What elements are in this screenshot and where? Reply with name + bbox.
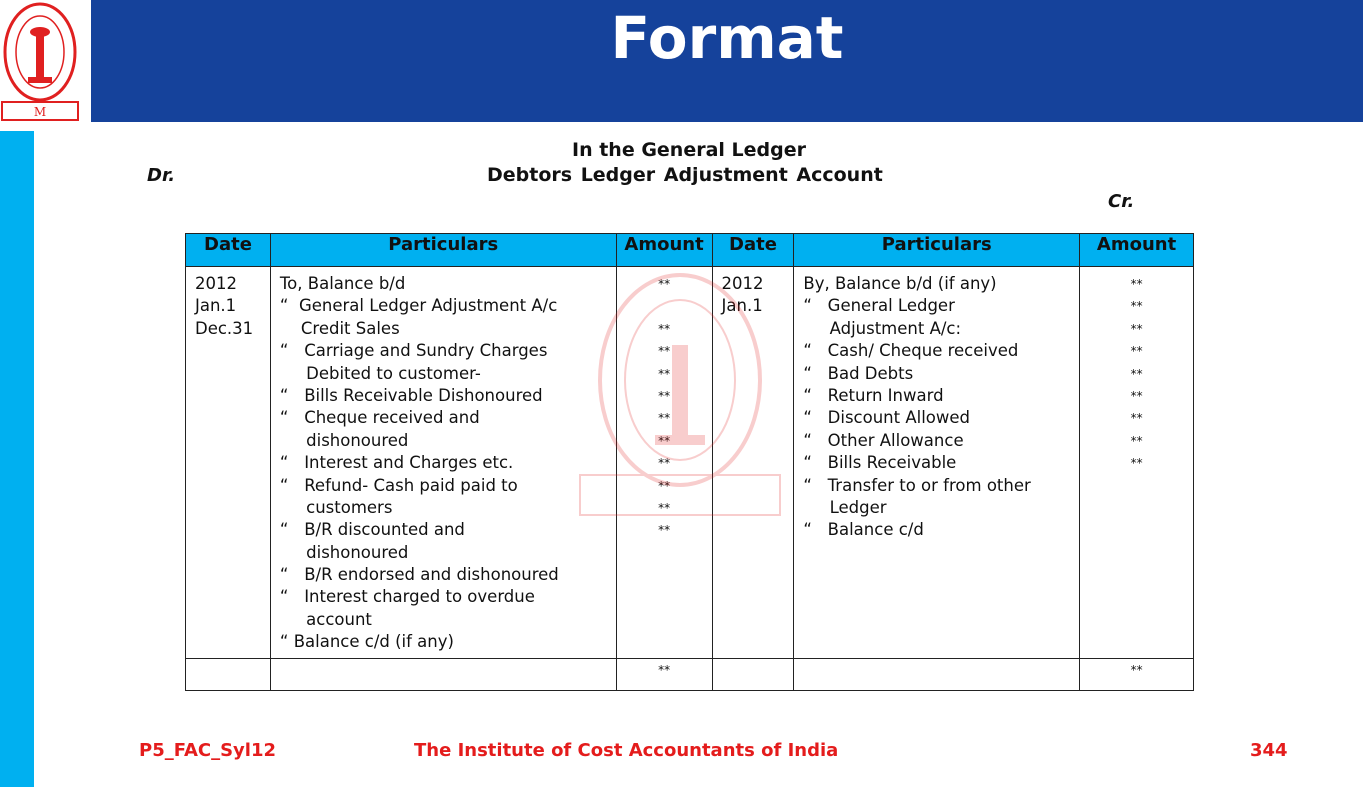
line-item: **	[658, 344, 671, 359]
line-item: 2012	[721, 274, 764, 293]
dr-label: Dr.	[147, 165, 176, 186]
line-item: Adjustment A/c:	[803, 318, 962, 338]
footer-institute: The Institute of Cost Accountants of Ind…	[414, 740, 839, 761]
line-item: “ Bills Receivable Dishonoured	[279, 385, 543, 405]
line-item: “ Carriage and Sundry Charges	[279, 341, 548, 361]
line-item: “ Bad Debts	[803, 363, 914, 383]
line-item: “ Cash/ Cheque received	[803, 341, 1019, 361]
line-item: Jan.1	[721, 296, 763, 316]
line-item: By, Balance b/d (if any)	[803, 274, 997, 293]
line-item: To, Balance b/d	[279, 274, 406, 293]
cr-dates: 2012 Jan.1	[711, 266, 795, 659]
line-item: dishonoured	[279, 542, 409, 562]
ledger-heading: In the General Ledger	[572, 139, 806, 161]
cr-amounts: ** ** ** ** ** ** ** ** **	[1079, 266, 1194, 659]
line-item: “ Interest and Charges etc.	[279, 453, 514, 473]
dr-particulars: To, Balance b/d “ General Ledger Adjustme…	[269, 266, 617, 659]
line-item: “ Transfer to or from other	[803, 475, 1031, 495]
line-item: 2012	[195, 274, 237, 293]
dr-dates: 2012 Jan.1 Dec.31	[185, 266, 271, 659]
svg-text:M: M	[34, 105, 46, 119]
line-item: “ Discount Allowed	[803, 408, 971, 428]
line-item: **	[658, 523, 671, 538]
sidebar-accent	[0, 131, 34, 787]
total-row: ** **	[185, 658, 1194, 691]
col-date-cr: Date	[711, 233, 795, 267]
cr-total: **	[1079, 658, 1194, 691]
dr-total: **	[615, 658, 713, 691]
line-item: “ Cheque received and	[279, 408, 480, 428]
line-item: “ B/R discounted and	[279, 520, 465, 540]
table-row: 2012 Jan.1 Dec.31 To, Balance b/d “ General…	[185, 266, 1194, 659]
title-banner	[91, 0, 1363, 122]
line-item: “ Other Allowance	[803, 430, 964, 450]
col-particulars-cr: Particulars	[793, 233, 1081, 267]
line-item: “ Bills Receivable	[803, 453, 957, 473]
line-item: **	[658, 277, 671, 291]
line-item: **	[1130, 299, 1143, 314]
line-item: **	[1130, 456, 1143, 471]
line-item: “ Refund- Cash paid paid to	[279, 475, 518, 495]
page-number: 344	[1250, 740, 1288, 761]
line-item: account	[279, 609, 372, 629]
slide-title: Format	[610, 4, 844, 72]
line-item: “ Interest charged to overdue	[279, 587, 535, 607]
line-item: **	[1130, 321, 1143, 336]
line-item: Ledger	[803, 497, 887, 517]
line-item: **	[658, 411, 671, 426]
line-item: **	[658, 388, 671, 403]
line-item: **	[1130, 433, 1143, 448]
line-item: “ General Ledger	[803, 296, 955, 316]
line-item: dishonoured	[279, 430, 409, 450]
col-amount-dr: Amount	[615, 233, 713, 267]
col-date-dr: Date	[185, 233, 271, 267]
line-item: **	[658, 500, 671, 515]
line-item	[617, 295, 712, 317]
line-item: **	[658, 478, 671, 493]
line-item: **	[658, 456, 671, 471]
line-item: **	[658, 433, 671, 448]
line-item: Credit Sales	[279, 318, 400, 338]
line-item: Debited to customer-	[279, 363, 481, 383]
line-item: Dec.31	[195, 318, 254, 338]
institute-logo: M	[1, 2, 79, 121]
line-item: “ Balance c/d (if any)	[279, 632, 454, 652]
cr-particulars: By, Balance b/d (if any) “ General Ledger…	[793, 266, 1081, 659]
line-item: **	[1130, 411, 1143, 426]
cr-label: Cr.	[1108, 191, 1135, 212]
header-row: Date Particulars Amount Date Particulars…	[185, 233, 1194, 267]
line-item: customers	[279, 497, 393, 517]
line-item: **	[1130, 344, 1143, 359]
line-item: “ General Ledger Adjustment A/c	[279, 296, 558, 316]
dr-amounts: ** ** ** ** ** ** ** ** ** ** **	[615, 266, 713, 659]
footer-code: P5_FAC_Syl12	[139, 740, 277, 761]
line-item: **	[658, 366, 671, 381]
col-amount-cr: Amount	[1079, 233, 1194, 267]
line-item: “ B/R endorsed and dishonoured	[279, 565, 559, 585]
line-item: **	[1130, 366, 1143, 381]
ledger-table: Date Particulars Amount Date Particulars…	[185, 233, 1194, 691]
line-item: “ Balance c/d	[803, 520, 924, 540]
account-title: Debtors Ledger Adjustment Account	[487, 164, 883, 186]
line-item: “ Return Inward	[803, 385, 944, 405]
line-item: **	[658, 321, 671, 336]
line-item: Jan.1	[195, 296, 237, 316]
line-item: **	[1130, 277, 1143, 291]
col-particulars-dr: Particulars	[269, 233, 617, 267]
line-item: **	[1130, 388, 1143, 403]
